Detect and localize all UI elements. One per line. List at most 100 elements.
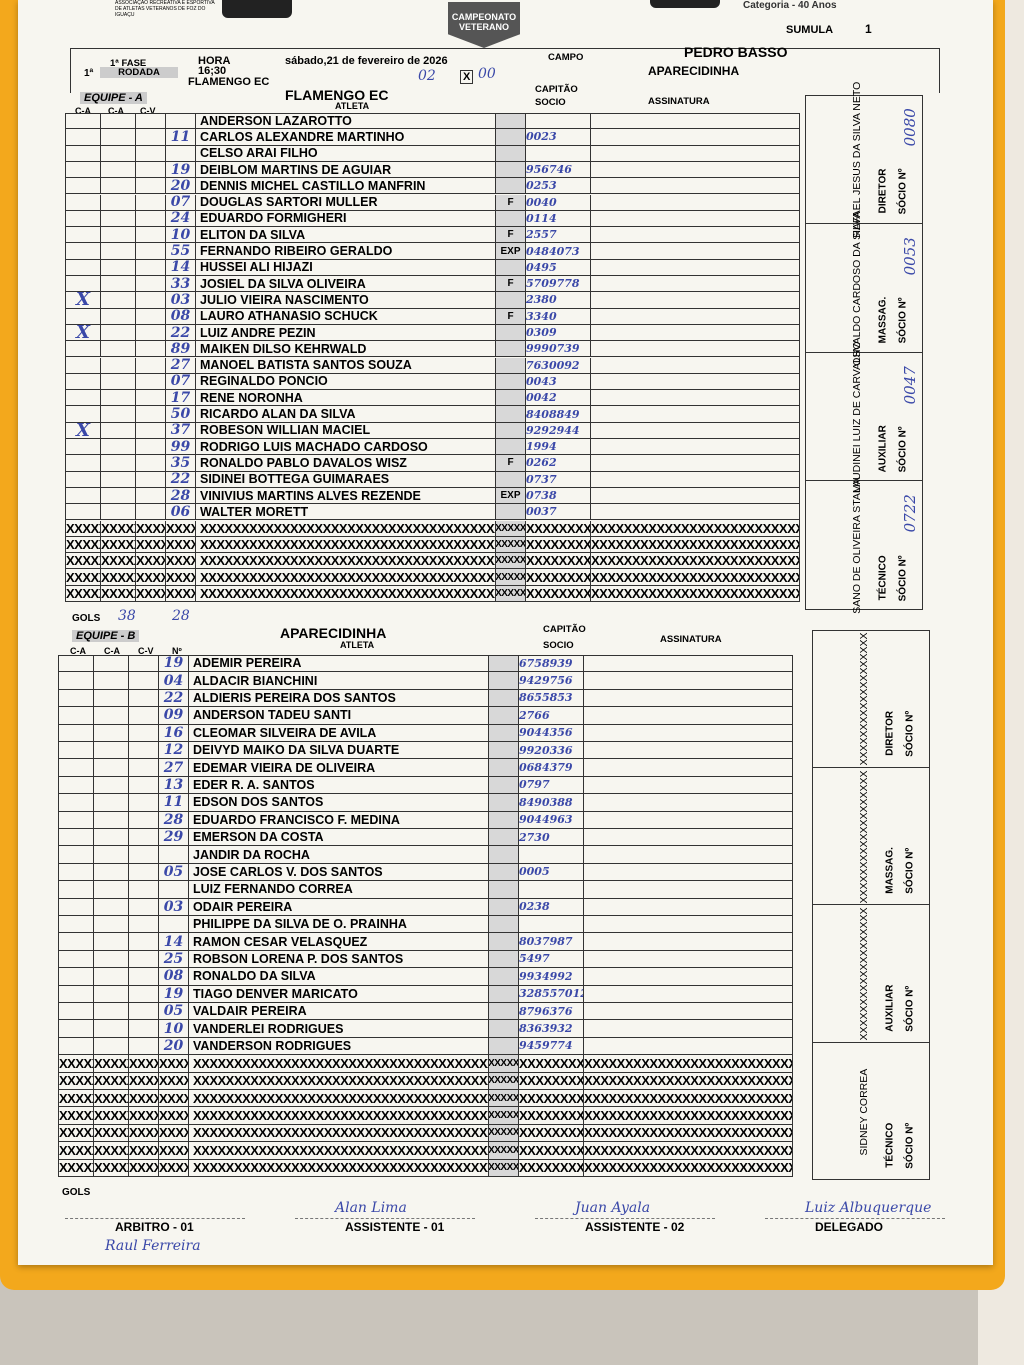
- player-number: 05: [158, 863, 188, 881]
- player-socio: 2730: [518, 829, 583, 846]
- equipe-a-label: EQUIPE - A: [80, 92, 147, 104]
- card-cell: [93, 863, 128, 881]
- player-signature: [583, 794, 793, 811]
- player-row: 05 VALDAIR PEREIRA 8796376: [58, 1003, 793, 1021]
- card-cell: [135, 373, 165, 390]
- player-socio: 0042: [525, 390, 590, 406]
- player-name: CELSO ARAI FILHO: [195, 145, 495, 161]
- crossed-out-cell: XXXXXXXXXXXXXXXXXXXXXXXXXXXXXXXXXXXXXXXX…: [590, 569, 800, 585]
- player-signature: [583, 881, 793, 898]
- player-number: [158, 916, 188, 933]
- player-socio: 8490388: [518, 794, 583, 811]
- player-name: RENE NORONHA: [195, 390, 495, 406]
- player-name: RONALDO PABLO DAVALOS WISZ: [195, 455, 495, 471]
- card-cell: [93, 985, 128, 1002]
- ca-header: C-A: [108, 106, 124, 116]
- player-number: 10: [165, 227, 195, 243]
- card-cell: [135, 357, 165, 373]
- player-signature: [590, 210, 800, 227]
- crossed-out-cell: XXXXXXXXXXXXXXXXXXXXXXXXXXXXXXXXXXXXXXXX…: [188, 1072, 488, 1089]
- crossed-out-cell: XXXXXXXXXXXXXXXXXXXXXXXXXXXXXXXXXXXXXXXX…: [518, 1072, 583, 1089]
- socio-header: SOCIO: [543, 640, 574, 651]
- card-cell: [128, 950, 158, 968]
- player-signature: [590, 373, 800, 390]
- crossed-out-cell: XXXXXXXXXXXXXXXXXXXXXXXXXXXXXXXXXXXXXXXX…: [518, 1107, 583, 1124]
- card-cell: [135, 439, 165, 455]
- player-socio: 3285570129: [518, 985, 583, 1002]
- player-flag: [495, 145, 525, 161]
- player-signature: [590, 487, 800, 504]
- card-cell: [488, 742, 518, 759]
- player-socio: 7630092: [525, 357, 590, 373]
- crossed-out-cell: XXXXXXXXXXXXXXXXXXXXXXXXXXXXXXXXXXXXXXXX…: [488, 1159, 518, 1176]
- score-away: 00: [478, 66, 496, 82]
- player-number: 89: [165, 341, 195, 357]
- player-signature: [583, 1037, 793, 1055]
- player-row: 20 DENNIS MICHEL CASTILLO MANFRIN 0253: [65, 178, 800, 195]
- staff-role: TÉCNICO: [877, 555, 889, 601]
- player-name: ALDIERIS PEREIRA DOS SANTOS: [188, 689, 488, 707]
- crossed-out-cell: XXXXXXXXXXXXXXXXXXXXXXXXXXXXXXXXXXXXXXXX…: [165, 585, 195, 601]
- crossed-out-cell: XXXXXXXXXXXXXXXXXXXXXXXXXXXXXXXXXXXXXXXX…: [100, 520, 135, 536]
- card-cell: [135, 341, 165, 357]
- card-cell: [488, 950, 518, 968]
- crossed-out-row: XXXX XXXX XXX XXX XXXXXXXXXXXXXXXXXXXXXXXXXX…: [58, 1090, 793, 1108]
- player-socio: 8363932: [518, 1020, 583, 1037]
- crossed-out-cell: XXXXXXXXXXXXXXXXXXXXXXXXXXXXXXXXXXXXXXXX…: [188, 1142, 488, 1159]
- card-cell: [135, 227, 165, 243]
- player-flag: [495, 324, 525, 341]
- card-cell: [100, 113, 135, 129]
- player-number: 08: [158, 968, 188, 985]
- player-socio: 0262: [525, 455, 590, 471]
- crossed-out-cell: XXXXXXXXXXXXXXXXXXXXXXXXXXXXXXXXXXXXXXXX…: [488, 1142, 518, 1159]
- card-cell: [128, 672, 158, 689]
- card-cell: [100, 504, 135, 520]
- player-signature: [583, 742, 793, 759]
- player-number: 07: [165, 373, 195, 390]
- card-cell: [100, 259, 135, 275]
- player-socio: 9044356: [518, 724, 583, 741]
- player-signature: [590, 178, 800, 194]
- card-cell: [100, 422, 135, 438]
- card-cell: [100, 373, 135, 390]
- player-signature: [583, 759, 793, 776]
- player-name: ROBSON LORENA P. DOS SANTOS: [188, 950, 488, 968]
- player-number: 09: [158, 707, 188, 724]
- player-flag: F: [495, 227, 525, 243]
- socio-header: SOCIO: [535, 97, 566, 108]
- player-number: 20: [158, 1037, 188, 1055]
- card-cell: [135, 487, 165, 504]
- card-cell: [488, 898, 518, 915]
- player-signature: [583, 863, 793, 881]
- player-number: 27: [165, 357, 195, 373]
- crossed-out-cell: XXXXXXXXXXXXXXXXXXXXXXXXXXXXXXXXXXXXXXXX…: [488, 1124, 518, 1142]
- staff-role: MASSAG.: [877, 296, 889, 344]
- crossed-out-row: XXXX XXXX XXX XXX XXXXXXXXXXXXXXXXXXXXXXXXXX…: [58, 1055, 793, 1073]
- crossed-out-cell: XXXXXXXXXXXXXXXXXXXXXXXXXXXXXXXXXXXXXXXX…: [525, 585, 590, 601]
- player-name: WALTER MORETT: [195, 504, 495, 520]
- capitao-header: CAPITÃO: [535, 84, 578, 95]
- crossed-out-row: XXXX XXXX XXX XXX XXXXXXXXXXXXXXXXXXXXXXXXXX…: [58, 1142, 793, 1160]
- player-socio: 0253: [525, 178, 590, 194]
- player-name: CLEOMAR SILVEIRA DE AVILA: [188, 724, 488, 741]
- card-cell: [135, 276, 165, 292]
- player-name: EDSON DOS SANTOS: [188, 794, 488, 811]
- player-flag: [495, 406, 525, 422]
- card-cell: [93, 846, 128, 863]
- card-cell: [93, 794, 128, 811]
- player-row: 27 MANOEL BATISTA SANTOS SOUZA 7630092: [65, 357, 800, 374]
- crossed-out-cell: XXXXXXXXXXXXXXXXXXXXXXXXXXXXXXXXXXXXXXXX…: [128, 1142, 158, 1159]
- score-home: 02: [418, 68, 436, 84]
- card-cell: [128, 881, 158, 898]
- player-socio: 1994: [525, 439, 590, 455]
- card-cell: [93, 1020, 128, 1037]
- card-cell: [128, 759, 158, 776]
- signature-line: [765, 1218, 945, 1219]
- away-team: APARECIDINHA: [648, 64, 740, 78]
- card-cell: [488, 933, 518, 950]
- player-name: RAMON CESAR VELASQUEZ: [188, 933, 488, 950]
- crossed-out-cell: XXXXXXXXXXXXXXXXXXXXXXXXXXXXXXXXXXXXXXXX…: [93, 1107, 128, 1124]
- clip-icon: [650, 0, 720, 8]
- player-row: X 37 ROBESON WILLIAN MACIEL 9292944: [65, 422, 800, 439]
- staff-socio-number: 0053: [901, 236, 919, 276]
